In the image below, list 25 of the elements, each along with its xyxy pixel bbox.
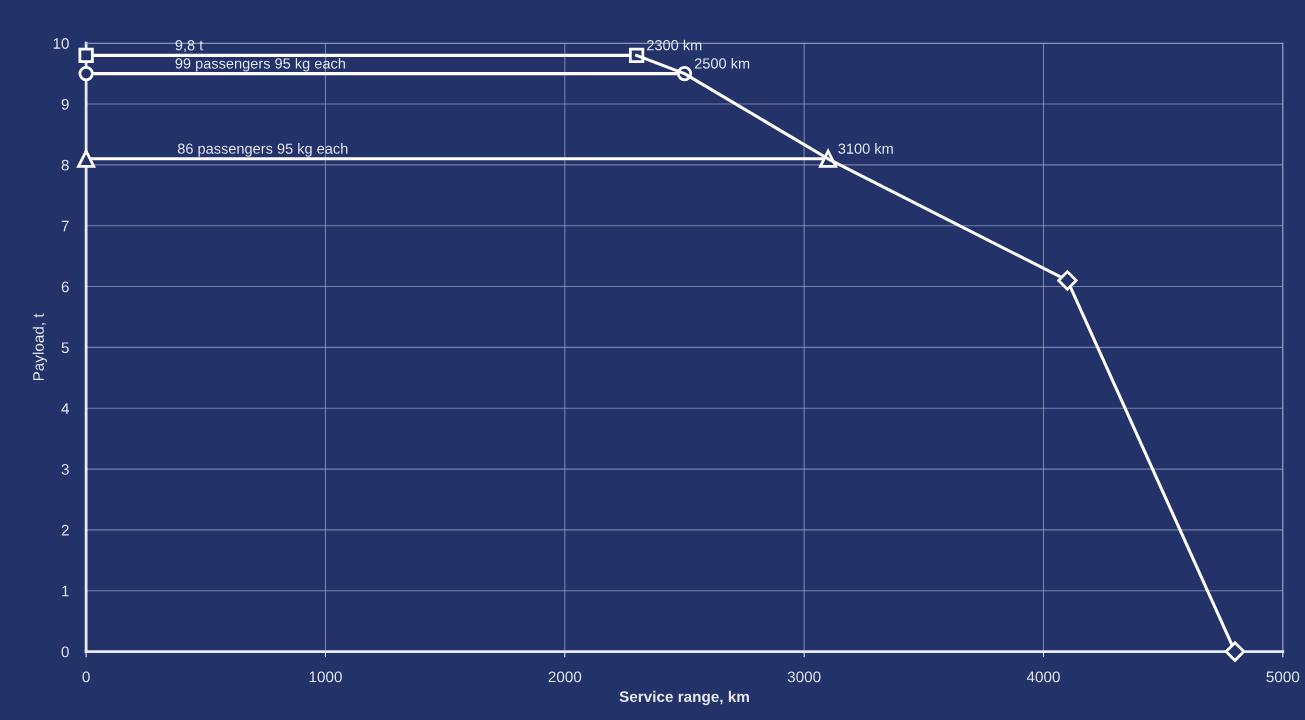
y-tick-label: 9 [61, 98, 69, 110]
x-tick-label: 4000 [1026, 671, 1060, 683]
annotation: 2300 km [647, 39, 702, 51]
x-tick-label: 2000 [548, 671, 582, 683]
y-tick-label: 10 [53, 38, 69, 49]
y-tick-label: 6 [61, 281, 69, 293]
y-tick-label: 5 [61, 342, 69, 354]
x-tick-label: 0 [82, 671, 90, 683]
x-tick-label: 3000 [787, 671, 821, 683]
annotation: 86 passengers 95 kg each [177, 143, 348, 157]
y-axis-title: Payload, t [32, 313, 47, 381]
x-tick-label: 5000 [1266, 671, 1300, 683]
y-tick-label: 3 [61, 463, 69, 475]
y-tick-label: 0 [61, 646, 69, 658]
y-tick-label: 8 [61, 159, 69, 171]
annotation: 3100 km [838, 143, 893, 154]
y-tick-label: 2 [61, 524, 69, 536]
annotation: 99 passengers 95 kg each [175, 57, 345, 72]
y-tick-label: 4 [61, 403, 70, 414]
y-tick-label: 1 [62, 585, 69, 597]
annotation: 9,8 t [175, 40, 204, 53]
y-tick-label: 7 [61, 220, 69, 232]
x-axis-title: Service range, km [619, 690, 749, 706]
x-tick-label: 1000 [309, 671, 342, 683]
annotation: 2500 km [694, 57, 750, 69]
